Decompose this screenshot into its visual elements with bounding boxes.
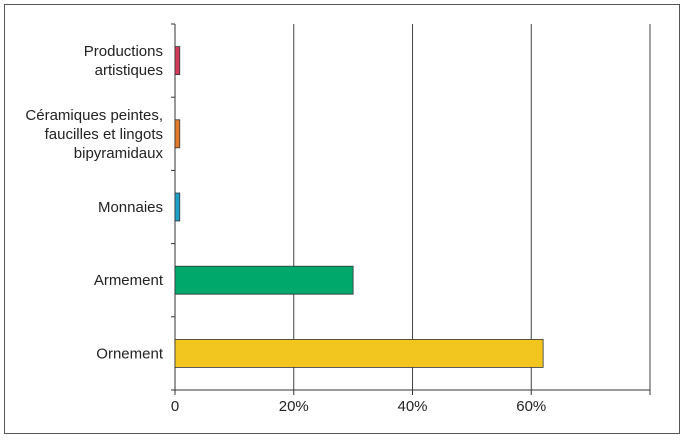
bar xyxy=(174,46,181,75)
category-label: Monnaies xyxy=(98,199,163,216)
category-label: Armement xyxy=(94,272,164,289)
x-tick-label: 60% xyxy=(516,398,546,415)
bar xyxy=(174,338,544,368)
category-label: Productions artistiques xyxy=(84,43,163,79)
bar xyxy=(174,192,181,222)
x-tick-label: 0 xyxy=(171,398,179,415)
category-label: Céramiques peintes, faucilles et lingots b… xyxy=(25,107,163,162)
x-tick-label: 40% xyxy=(397,398,427,415)
bar xyxy=(174,265,354,295)
bar xyxy=(174,119,181,149)
x-tick-label: 20% xyxy=(279,398,309,415)
category-label: Ornement xyxy=(96,345,164,362)
